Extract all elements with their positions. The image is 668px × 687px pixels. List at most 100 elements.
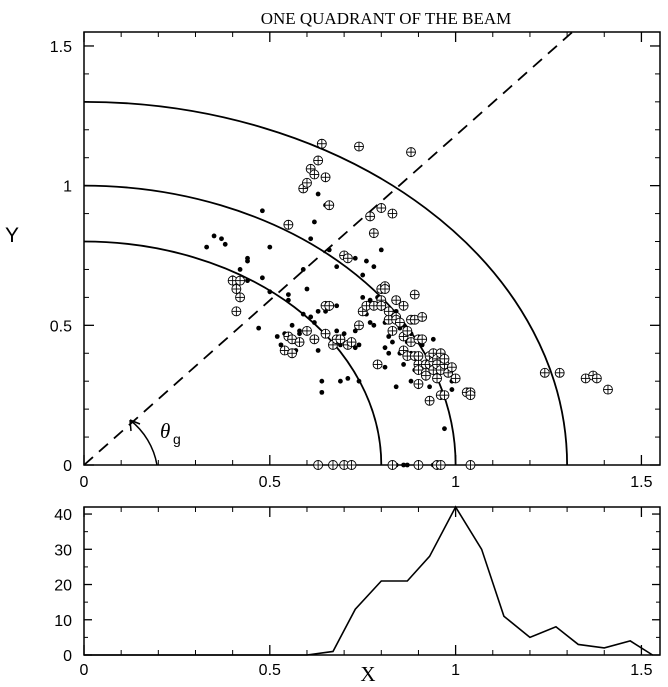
circle-plus-point (365, 211, 376, 222)
dot-point (442, 426, 447, 432)
circle-plus-point (465, 460, 476, 470)
dot-point (404, 462, 410, 468)
dot-point (237, 267, 243, 272)
dot-point (401, 362, 406, 367)
y-tick-label: 1.5 (50, 39, 72, 56)
circle-plus-point (372, 359, 383, 370)
dot-point (382, 364, 388, 370)
radius-arcs (83, 100, 568, 466)
circle-plus-point (346, 460, 357, 470)
dot-point (300, 311, 306, 317)
circle-plus-point (439, 353, 450, 364)
circle-plus-point (309, 334, 320, 345)
circle-plus-point (335, 334, 346, 345)
circle-plus-point (413, 379, 424, 389)
dot-point (334, 328, 340, 334)
circle-plus-point (446, 362, 457, 373)
dot-point (222, 241, 228, 247)
circle-plus-point (328, 460, 338, 470)
dot-point (360, 294, 366, 300)
circle-plus-point (376, 300, 387, 311)
x-tick-label: 0 (80, 474, 89, 491)
dot-point (352, 345, 358, 351)
dot-point (245, 278, 250, 284)
dot-point (334, 264, 340, 270)
dot-point (364, 258, 369, 264)
dot-point (386, 334, 392, 339)
dot-point (315, 348, 321, 353)
circle-plus-point (342, 253, 353, 264)
histogram-plot-frame (83, 506, 661, 656)
circle-plus-point (417, 334, 428, 345)
circle-plus-point (465, 390, 476, 401)
angle-arrowhead (129, 419, 141, 432)
circle-plus-point (398, 300, 409, 311)
dot-point (378, 247, 384, 253)
dot-point (219, 236, 224, 242)
dot-point (312, 219, 317, 225)
angle-symbol: θ (160, 419, 170, 443)
circle-plus-point (283, 219, 294, 230)
dot-point (430, 336, 436, 342)
hist-y-tick-label: 10 (54, 613, 72, 630)
x-tick-label: 0.5 (259, 474, 281, 491)
y-tick-label: 0 (63, 458, 72, 475)
circle-plus-point (439, 390, 450, 401)
dot-point (382, 345, 388, 351)
dot-point (297, 331, 302, 337)
dot-point (315, 308, 321, 314)
circle-plus-point (346, 337, 357, 348)
circle-plus-point (294, 337, 305, 348)
circle-plus-point (287, 348, 298, 359)
dot-point (308, 236, 314, 242)
dot-point (352, 255, 358, 261)
dot-point (267, 289, 273, 295)
circle-plus-point (432, 373, 442, 384)
circle-plus-point (402, 325, 413, 336)
dot-point (315, 191, 321, 197)
circle-plus-point (406, 147, 416, 158)
dot-point (334, 303, 340, 309)
dot-point (345, 376, 351, 381)
circle-plus-point (235, 275, 246, 286)
dot-point (367, 320, 373, 325)
circle-plus-point (320, 328, 331, 339)
dot-point (393, 384, 399, 390)
scatter-points (204, 138, 613, 470)
circle-plus-point (603, 384, 613, 395)
circle-plus-point (380, 284, 390, 294)
dot-point (300, 267, 306, 272)
circle-plus-point (309, 169, 320, 180)
circle-plus-point (413, 351, 424, 362)
circle-plus-point (387, 208, 398, 219)
circle-plus-point (387, 325, 398, 336)
dot-point (319, 378, 325, 384)
dot-point (371, 264, 377, 270)
hist-y-tick-label: 40 (54, 507, 72, 524)
dot-point (259, 208, 265, 214)
dot-point (386, 350, 392, 356)
histogram-axis-ticks: 0 0.5 1 1.5 0 10 20 30 40 (54, 507, 660, 679)
circle-plus-point (302, 325, 312, 336)
circle-plus-point (539, 367, 550, 378)
dot-point (360, 272, 366, 278)
circle-plus-point (580, 373, 591, 384)
hist-x-tick-label: 0 (80, 662, 89, 679)
dot-point (356, 378, 362, 384)
dot-point (211, 233, 217, 239)
angle-subscript: g (173, 431, 181, 447)
circle-plus-point (424, 395, 435, 406)
x-tick-label: 1.5 (630, 474, 652, 491)
scatter-plot-frame (83, 31, 661, 466)
circle-plus-point (406, 337, 416, 348)
circle-plus-point (231, 306, 242, 317)
circle-plus-point (354, 141, 364, 152)
circle-plus-point (435, 460, 446, 470)
circle-plus-point (394, 317, 405, 328)
chart-title: ONE QUADRANT OF THE BEAM (261, 9, 512, 28)
dot-point (285, 297, 291, 303)
hist-x-tick-label: 1 (451, 662, 460, 679)
circle-plus-point (235, 292, 246, 303)
hist-x-tick-label: 0.5 (259, 662, 281, 679)
